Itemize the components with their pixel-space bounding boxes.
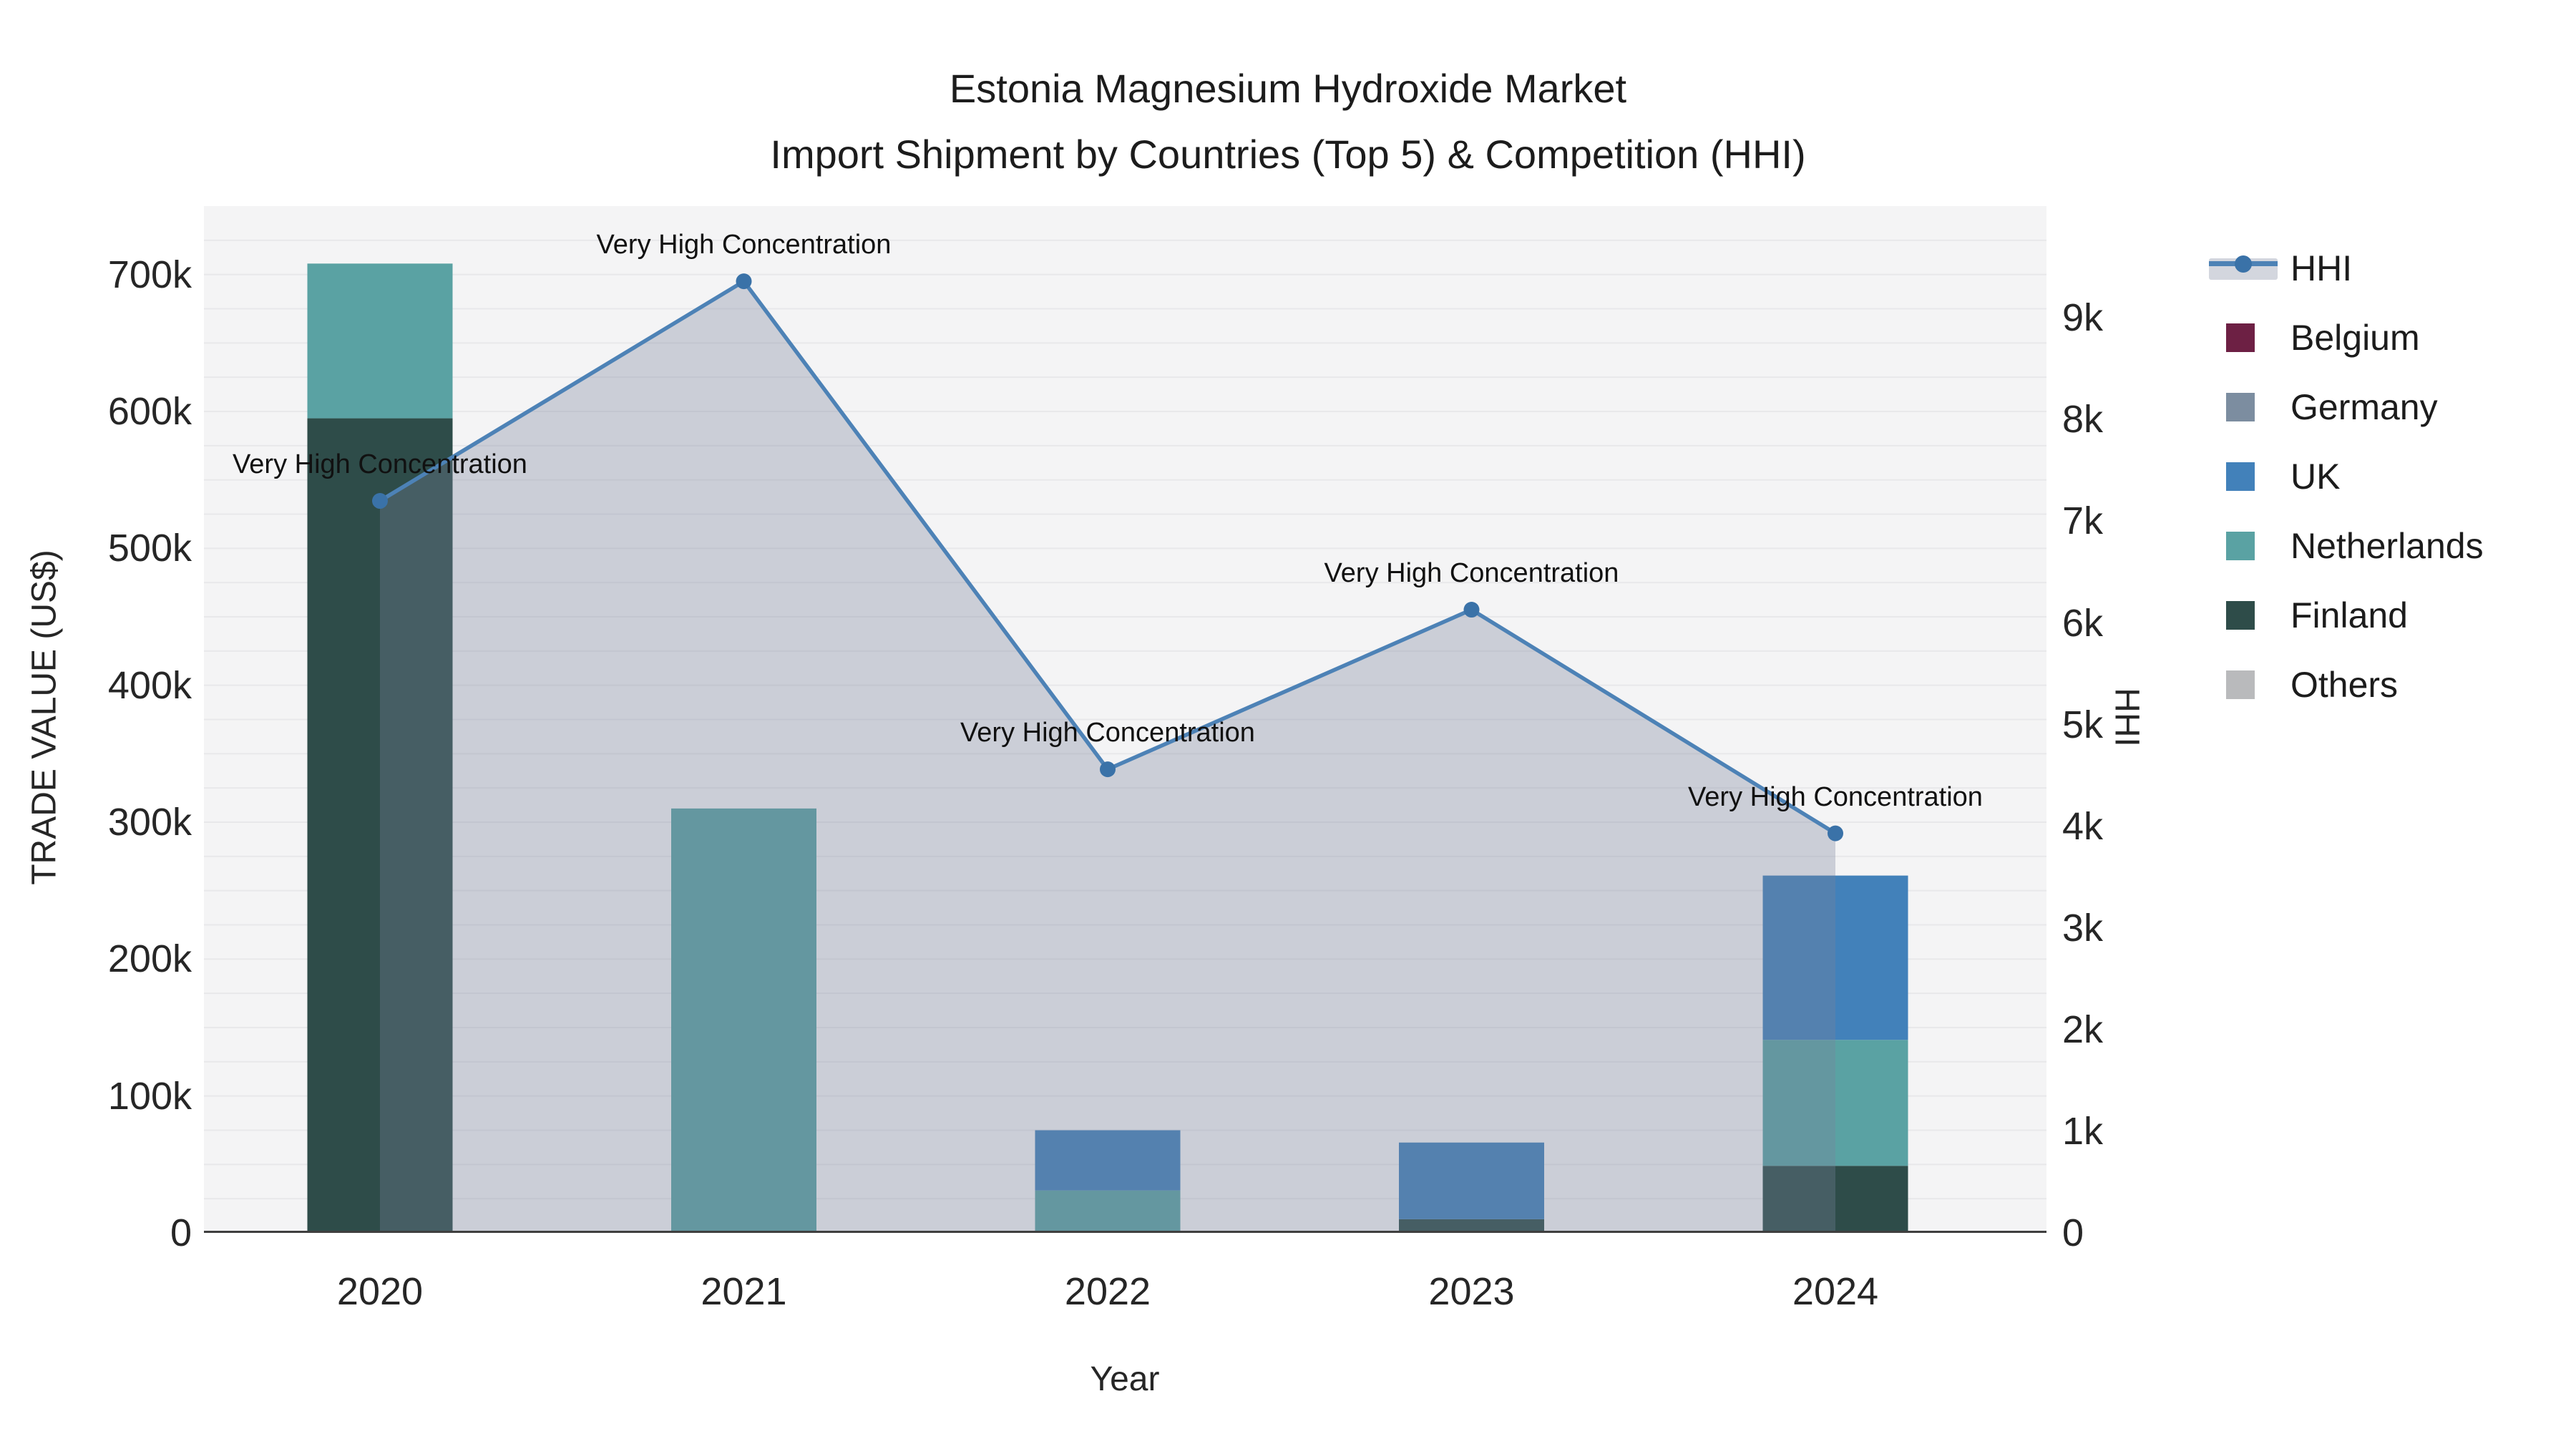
color-swatch-uk — [2226, 462, 2255, 491]
y-left-tick-700k: 700k — [107, 253, 192, 296]
y-right-tick-7k: 7k — [2062, 499, 2104, 543]
legend-item-uk[interactable]: UK — [2207, 441, 2484, 511]
legend-label-netherlands: Netherlands — [2290, 525, 2484, 566]
y-right-tick-5k: 5k — [2062, 703, 2104, 746]
swatch-icon — [2207, 594, 2279, 637]
y-left-tick-500k: 500k — [107, 527, 192, 570]
y-axis-left-title: TRADE VALUE (US$) — [25, 550, 64, 885]
color-swatch-netherlands — [2226, 531, 2255, 560]
bar-segment-netherlands-2020 — [307, 263, 453, 419]
bar-segment-uk-2023 — [1399, 1142, 1544, 1219]
color-swatch-finland — [2226, 600, 2255, 630]
chart-title: Estonia Magnesium Hydroxide Market Impor… — [0, 56, 2576, 187]
hhi-line-icon — [2207, 247, 2279, 290]
swatch-icon — [2207, 455, 2279, 498]
y-right-tick-0: 0 — [2062, 1211, 2084, 1254]
annotation-2023: Very High Concentration — [1324, 558, 1619, 589]
hhi-legend-glyph — [2235, 255, 2252, 273]
legend-item-others[interactable]: Others — [2207, 650, 2484, 719]
chart-title-line1: Estonia Magnesium Hydroxide Market — [949, 66, 1627, 111]
bar-segment-netherlands-2022 — [1035, 1190, 1181, 1233]
x-tick-2022: 2022 — [1064, 1270, 1151, 1313]
legend-label-uk: UK — [2290, 456, 2341, 497]
swatch-icon — [2207, 386, 2279, 429]
hhi-marker-2021 — [736, 273, 752, 290]
bar-segment-uk-2022 — [1035, 1130, 1181, 1191]
swatch-icon — [2207, 663, 2279, 706]
x-tick-2020: 2020 — [336, 1270, 424, 1313]
chart-canvas — [204, 239, 2046, 1233]
hhi-marker-2023 — [1463, 602, 1480, 618]
chart-title-line2: Import Shipment by Countries (Top 5) & C… — [770, 132, 1806, 177]
legend-label-others: Others — [2290, 664, 2399, 705]
legend-label-germany: Germany — [2290, 386, 2438, 427]
y-right-tick-4k: 4k — [2062, 804, 2104, 848]
x-tick-2023: 2023 — [1428, 1270, 1515, 1313]
y-left-tick-300k: 300k — [107, 801, 192, 844]
color-swatch-germany — [2226, 392, 2255, 421]
annotation-2020: Very High Concentration — [233, 449, 527, 480]
y-left-tick-200k: 200k — [107, 937, 192, 981]
y-left-tick-600k: 600k — [107, 390, 192, 433]
plot-area[interactable] — [204, 206, 2046, 1233]
legend-item-finland[interactable]: Finland — [2207, 580, 2484, 650]
hhi-marker-2022 — [1100, 761, 1116, 778]
legend-item-germany[interactable]: Germany — [2207, 372, 2484, 441]
y-right-tick-3k: 3k — [2062, 906, 2104, 950]
y-right-tick-6k: 6k — [2062, 601, 2104, 645]
bar-segment-finland-2023 — [1399, 1219, 1544, 1233]
legend-label-finland: Finland — [2290, 595, 2408, 635]
y-right-tick-1k: 1k — [2062, 1109, 2104, 1153]
y-axis-right-title: HHI — [2107, 688, 2146, 747]
bar-segment-finland-2024 — [1762, 1166, 1908, 1233]
legend: HHI Belgium Germany UK Netherlands Finland Oth… — [2207, 233, 2484, 719]
swatch-icon — [2207, 316, 2279, 359]
bar-segment-netherlands-2024 — [1762, 1040, 1908, 1166]
bar-segment-netherlands-2021 — [671, 808, 816, 1233]
y-right-tick-2k: 2k — [2062, 1008, 2104, 1051]
legend-item-hhi[interactable]: HHI — [2207, 233, 2484, 303]
legend-item-belgium[interactable]: Belgium — [2207, 303, 2484, 372]
hhi-area-fill — [380, 281, 1835, 1233]
color-swatch-others — [2226, 670, 2255, 699]
y-left-tick-0: 0 — [170, 1211, 192, 1254]
y-left-tick-100k: 100k — [107, 1074, 192, 1118]
legend-label-belgium: Belgium — [2290, 317, 2420, 358]
x-axis-title: Year — [1090, 1360, 1160, 1398]
x-tick-2021: 2021 — [701, 1270, 787, 1313]
legend-label-hhi: HHI — [2290, 248, 2353, 288]
bar-segment-finland-2020 — [307, 418, 453, 1233]
annotation-2024: Very High Concentration — [1688, 781, 1983, 812]
x-tick-2024: 2024 — [1792, 1270, 1879, 1313]
annotation-2022: Very High Concentration — [960, 718, 1255, 748]
swatch-icon — [2207, 525, 2279, 567]
bar-segment-uk-2024 — [1762, 875, 1908, 1040]
annotation-2021: Very High Concentration — [596, 230, 892, 260]
y-right-tick-9k: 9k — [2062, 296, 2104, 340]
hhi-marker-2020 — [372, 493, 388, 509]
y-right-tick-8k: 8k — [2062, 398, 2104, 441]
legend-item-netherlands[interactable]: Netherlands — [2207, 511, 2484, 580]
color-swatch-belgium — [2226, 323, 2255, 352]
hhi-marker-2024 — [1828, 825, 1843, 841]
y-left-tick-400k: 400k — [107, 663, 192, 707]
